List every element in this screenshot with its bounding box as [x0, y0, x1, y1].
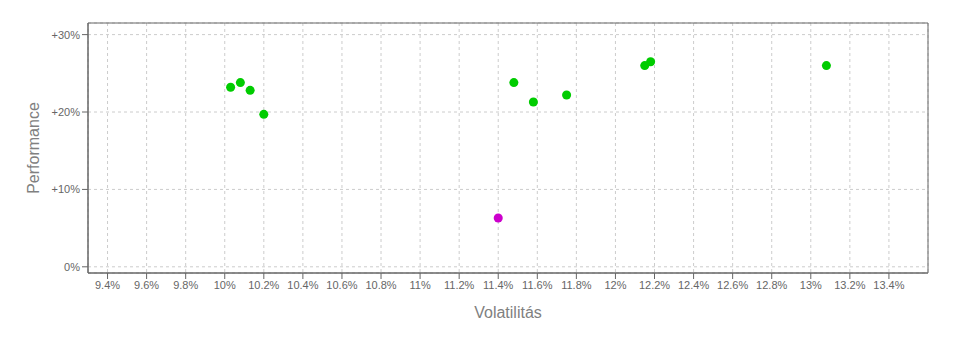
svg-text:11%: 11%: [409, 279, 430, 291]
svg-text:13.4%: 13.4%: [873, 279, 904, 291]
svg-text:13.2%: 13.2%: [834, 279, 865, 291]
svg-text:9.8%: 9.8%: [173, 279, 198, 291]
svg-text:11.4%: 11.4%: [483, 279, 514, 291]
svg-text:12%: 12%: [604, 279, 626, 291]
svg-text:11.8%: 11.8%: [561, 279, 592, 291]
svg-text:11.2%: 11.2%: [444, 279, 475, 291]
svg-text:11.6%: 11.6%: [522, 279, 553, 291]
svg-text:9.6%: 9.6%: [134, 279, 159, 291]
svg-text:+20%: +20%: [52, 106, 81, 118]
svg-text:Volatilitás: Volatilitás: [474, 304, 542, 321]
svg-text:10.4%: 10.4%: [287, 279, 318, 291]
svg-text:10.6%: 10.6%: [326, 279, 357, 291]
svg-text:10.8%: 10.8%: [365, 279, 396, 291]
svg-text:10%: 10%: [214, 279, 236, 291]
svg-text:12.8%: 12.8%: [756, 279, 787, 291]
svg-text:9.4%: 9.4%: [95, 279, 120, 291]
svg-text:10.2%: 10.2%: [248, 279, 279, 291]
svg-text:12.2%: 12.2%: [639, 279, 670, 291]
svg-text:+10%: +10%: [52, 183, 81, 195]
svg-text:Performance: Performance: [25, 102, 42, 194]
svg-text:12.4%: 12.4%: [678, 279, 709, 291]
svg-text:12.6%: 12.6%: [717, 279, 748, 291]
svg-text:0%: 0%: [64, 261, 80, 273]
svg-text:13%: 13%: [800, 279, 822, 291]
svg-text:+30%: +30%: [52, 29, 81, 41]
